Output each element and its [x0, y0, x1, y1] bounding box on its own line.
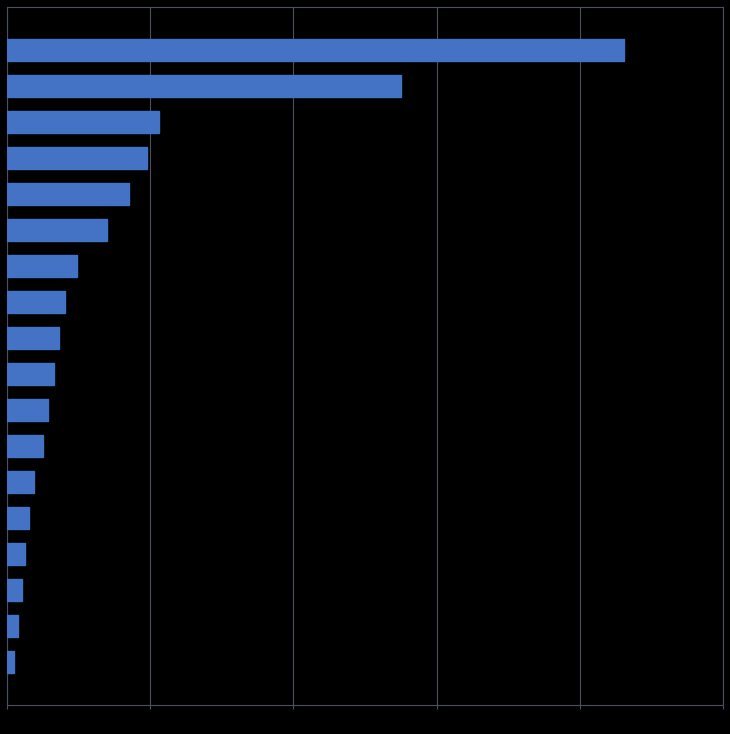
- Bar: [7, 255, 77, 277]
- Bar: [7, 399, 48, 421]
- Bar: [7, 435, 43, 457]
- Bar: [7, 291, 64, 313]
- Bar: [7, 327, 59, 349]
- Bar: [7, 578, 22, 601]
- Bar: [7, 650, 15, 673]
- Bar: [7, 506, 28, 529]
- Bar: [7, 614, 18, 637]
- Bar: [7, 470, 34, 493]
- Bar: [7, 219, 107, 241]
- Bar: [7, 39, 624, 62]
- Bar: [7, 363, 54, 385]
- Bar: [7, 111, 159, 134]
- Bar: [7, 542, 25, 565]
- Bar: [7, 183, 129, 206]
- Bar: [7, 75, 401, 98]
- Bar: [7, 147, 147, 170]
